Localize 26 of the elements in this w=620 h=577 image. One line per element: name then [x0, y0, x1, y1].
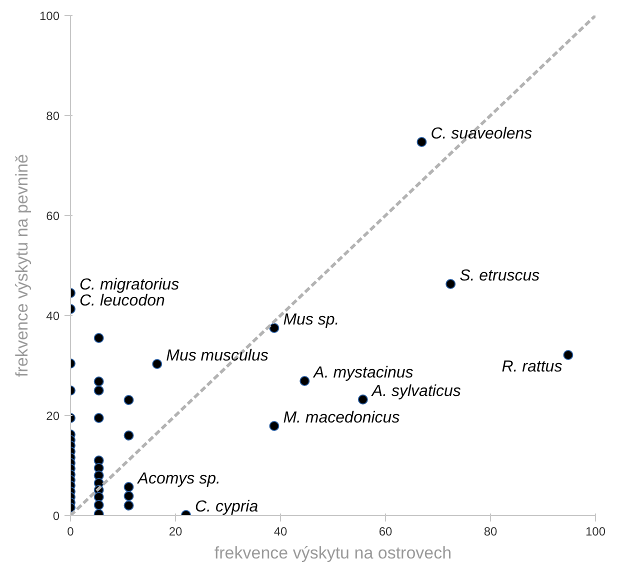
- annotation: A. mystacinus: [312, 364, 414, 382]
- annotation: C. suaveolens: [430, 126, 532, 142]
- annotation: R. rattus: [502, 358, 562, 376]
- y-tick-label: 100: [39, 9, 60, 23]
- x-tick-label: 20: [168, 524, 182, 538]
- x-tick-label: 0: [67, 524, 74, 538]
- y-tick-label: 60: [46, 209, 60, 223]
- annotation: C. leucodon: [80, 292, 165, 310]
- x-axis-title: frekvence výskytu na ostrovech: [214, 544, 452, 562]
- annotation: Mus musculus: [166, 348, 268, 364]
- annotation: M. macedonicus: [283, 410, 400, 426]
- x-tick-label: 60: [378, 524, 392, 538]
- y-tick-label: 0: [52, 509, 60, 523]
- annotation: S. etruscus: [460, 268, 540, 284]
- x-tick-label: 80: [484, 524, 498, 538]
- x-tick-label: 40: [274, 524, 288, 538]
- y-tick-label: 80: [46, 109, 60, 123]
- annotation: Mus sp.: [283, 312, 340, 328]
- annotation: C. migratorius: [80, 276, 180, 294]
- y-axis-title: frekvence výskytu na pevnině: [12, 154, 32, 378]
- y-tick-label: 20: [46, 409, 60, 423]
- x-tick-label: 100: [585, 524, 606, 538]
- annotation: C. cypria: [195, 498, 258, 516]
- y-tick-label: 40: [46, 309, 60, 323]
- annotation: A. sylvaticus: [370, 383, 461, 400]
- annotation: Acomys sp.: [136, 470, 220, 488]
